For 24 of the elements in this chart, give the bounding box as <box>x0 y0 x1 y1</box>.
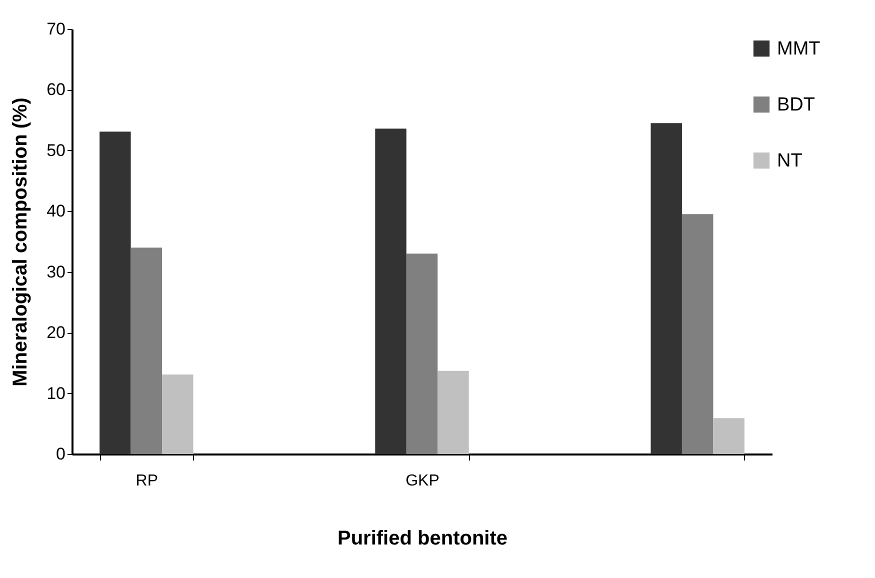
bar <box>438 370 469 454</box>
x-axis-title: Purified bentonite <box>338 528 508 550</box>
bar <box>713 418 744 454</box>
x-tick-label: RP <box>136 472 158 490</box>
y-tick-label: 60 <box>46 80 66 100</box>
y-tick-label: 40 <box>46 202 66 221</box>
legend-label: NT <box>777 150 803 172</box>
x-tick-label: GKP <box>406 472 440 490</box>
bar <box>162 374 194 454</box>
y-axis-title: Mineralogical composition (%) <box>10 98 32 386</box>
bar <box>406 254 438 454</box>
y-tick-label: 20 <box>46 323 66 342</box>
bar <box>375 128 406 454</box>
y-tick-label: 0 <box>56 444 66 464</box>
bar <box>650 123 682 454</box>
y-tick-label: 70 <box>46 20 66 38</box>
bar <box>100 132 131 454</box>
y-tick-label: 30 <box>46 262 66 282</box>
legend-label: MMT <box>777 38 821 60</box>
y-tick-label: 50 <box>46 140 66 160</box>
bar <box>130 248 162 454</box>
legend-label: BDT <box>777 94 816 116</box>
y-tick-label: 10 <box>46 384 66 403</box>
bar <box>682 214 714 454</box>
